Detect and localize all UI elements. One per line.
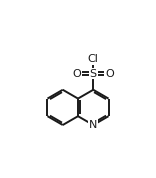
Text: O: O	[73, 69, 81, 78]
Text: S: S	[90, 69, 97, 78]
Text: O: O	[105, 69, 114, 78]
Text: Cl: Cl	[88, 54, 99, 64]
Text: N: N	[89, 120, 98, 130]
